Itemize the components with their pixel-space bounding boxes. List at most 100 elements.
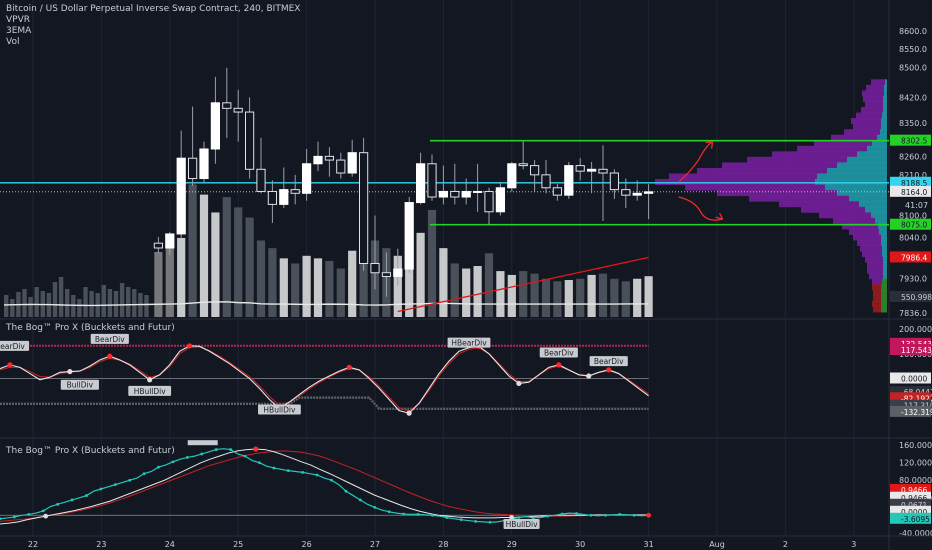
vpvr-bar: [849, 228, 879, 235]
candle-body[interactable]: [484, 190, 494, 213]
time-axis[interactable]: 22 23 24 25 26 27 28 29 30 31 Aug 2 3: [0, 535, 932, 549]
candle-body[interactable]: [324, 155, 335, 161]
vpvr-bar: [865, 206, 887, 213]
indicator-vol[interactable]: Vol: [6, 37, 20, 47]
volume-bar: [245, 217, 254, 317]
oscillator-pane-1[interactable]: BearDiv BullDiv BearDiv HBullDiv HBullDiv HBe…: [0, 333, 649, 416]
price-axis[interactable]: 8600.0 8550.0 8500.0 8420.0 8350.0 8260.0 8210…: [890, 27, 932, 538]
candle-body[interactable]: [233, 107, 243, 113]
candle-body[interactable]: [165, 233, 175, 249]
time-tick-label: 28: [438, 540, 448, 549]
oscillator-pane-2[interactable]: HBullDiv: [0, 440, 651, 530]
candle-body[interactable]: [495, 187, 506, 213]
osc1-dot: [7, 362, 13, 368]
candle-body[interactable]: [381, 272, 392, 277]
candles[interactable]: [153, 67, 654, 297]
osc2-cyan-line: [0, 448, 649, 523]
candle-body[interactable]: [564, 165, 574, 196]
volume-bar: [598, 273, 608, 317]
candle-body[interactable]: [210, 102, 221, 150]
candle-body[interactable]: [358, 152, 369, 264]
osc2-cyan-dot: [358, 498, 362, 502]
volume-bar: [553, 281, 562, 317]
candle-body[interactable]: [256, 168, 266, 192]
volume-bar: [313, 258, 323, 317]
osc2-cyan-dot: [618, 513, 622, 516]
osc2-cyan-dot: [113, 483, 117, 487]
vpvr-bar: [772, 151, 857, 158]
osc2-value-tag: 0.0000: [901, 508, 927, 517]
volume-bar: [65, 289, 70, 317]
div-label-bg: [0, 340, 30, 351]
vpvr-bar: [863, 95, 883, 102]
candle-body[interactable]: [290, 189, 300, 194]
candle-body[interactable]: [153, 242, 164, 249]
volume-bar: [165, 246, 174, 317]
candle-body[interactable]: [176, 157, 186, 235]
candle-body[interactable]: [427, 163, 437, 198]
candle-body[interactable]: [279, 189, 289, 205]
candle-body[interactable]: [438, 190, 449, 198]
candle-body[interactable]: [461, 190, 471, 198]
div-label-bg: [128, 385, 172, 396]
candle-body[interactable]: [632, 192, 642, 196]
vpvr-bar: [747, 156, 847, 163]
indicator-3ema[interactable]: 3EMA: [6, 26, 32, 36]
candle-body[interactable]: [199, 148, 209, 180]
level-tag-lower-range-bg: [890, 218, 931, 230]
vpvr-bar: [817, 173, 887, 180]
candle-body[interactable]: [575, 165, 585, 172]
div-label: BearDiv: [544, 349, 574, 358]
price-tick-label: 8500.0: [899, 64, 927, 73]
osc2-value-tag-bg: [890, 483, 931, 495]
div-label-bg: [503, 519, 540, 530]
ema-volume-line: [3, 301, 649, 307]
osc1-dot: [67, 368, 73, 375]
volume-bar: [154, 251, 163, 317]
candle-body[interactable]: [598, 168, 608, 174]
vpvr-bar: [815, 179, 887, 186]
candle-body[interactable]: [541, 174, 551, 189]
candle-body[interactable]: [313, 155, 323, 165]
osc1-value-tag-bg: [890, 405, 931, 417]
candle-body[interactable]: [347, 152, 357, 174]
vpvr-bar: [872, 278, 882, 285]
candle-body[interactable]: [586, 168, 597, 172]
candle-body[interactable]: [507, 163, 517, 189]
candle-body[interactable]: [518, 163, 528, 167]
candle-body[interactable]: [187, 157, 198, 180]
candle-body[interactable]: [267, 190, 278, 205]
candle-body[interactable]: [404, 202, 414, 270]
candle-body[interactable]: [450, 190, 460, 198]
candle-body[interactable]: [621, 189, 631, 196]
candle-body[interactable]: [609, 172, 620, 191]
candle-body[interactable]: [472, 190, 483, 193]
candle-body[interactable]: [552, 187, 563, 196]
candle-body[interactable]: [222, 102, 232, 109]
time-tick-label: 29: [507, 540, 517, 549]
vpvr-bar: [697, 167, 827, 174]
osc2-value-tag-bg: [890, 512, 931, 524]
candle-body[interactable]: [370, 263, 380, 274]
vpvr-bar: [885, 79, 887, 86]
candle-body[interactable]: [301, 163, 312, 194]
candle-body[interactable]: [529, 165, 540, 176]
vpvr-bar: [827, 167, 887, 174]
candle-body[interactable]: [643, 191, 654, 194]
volume-bar: [22, 289, 27, 317]
oscillator-1-title[interactable]: The Bog™ Pro X (Buckkets and Futur): [6, 323, 175, 333]
oscillator-2-title[interactable]: The Bog™ Pro X (Buckkets and Futur): [6, 446, 175, 456]
div-label: BearDiv: [594, 357, 624, 366]
vpvr-bar: [881, 306, 887, 313]
candle-body[interactable]: [415, 163, 426, 204]
symbol-title[interactable]: Bitcoin / US Dollar Perpetual Inverse Sw…: [6, 4, 301, 14]
div-label: HBullDiv: [263, 405, 296, 414]
vpvr-bar: [883, 273, 887, 280]
osc2-cyan-dot: [157, 465, 160, 469]
indicator-vpvr[interactable]: VPVR: [6, 15, 30, 25]
candle-body[interactable]: [336, 159, 346, 174]
candle-body[interactable]: [244, 111, 255, 170]
candle-body[interactable]: [393, 268, 403, 277]
vpvr-bar: [859, 201, 887, 208]
